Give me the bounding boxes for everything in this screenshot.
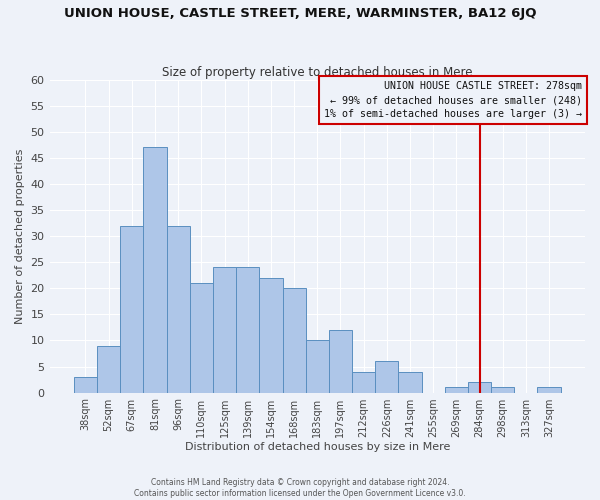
Bar (329, 330, 352, 392)
Bar (352, 372, 375, 392)
Bar (143, 148, 167, 392)
Bar (167, 226, 190, 392)
Bar (468, 382, 491, 392)
Bar (305, 340, 329, 392)
Text: Contains HM Land Registry data © Crown copyright and database right 2024.
Contai: Contains HM Land Registry data © Crown c… (134, 478, 466, 498)
Bar (236, 268, 259, 392)
Y-axis label: Number of detached properties: Number of detached properties (15, 148, 25, 324)
Bar (259, 278, 283, 392)
Text: UNION HOUSE CASTLE STREET: 278sqm
← 99% of detached houses are smaller (248)
1% : UNION HOUSE CASTLE STREET: 278sqm ← 99% … (325, 81, 583, 119)
Title: Size of property relative to detached houses in Mere: Size of property relative to detached ho… (162, 66, 473, 78)
X-axis label: Distribution of detached houses by size in Mere: Distribution of detached houses by size … (185, 442, 450, 452)
Bar (97, 346, 120, 393)
Bar (375, 362, 398, 392)
Bar (74, 377, 97, 392)
Bar (445, 388, 468, 392)
Bar (120, 226, 143, 392)
Bar (398, 372, 422, 392)
Bar (538, 388, 560, 392)
Text: UNION HOUSE, CASTLE STREET, MERE, WARMINSTER, BA12 6JQ: UNION HOUSE, CASTLE STREET, MERE, WARMIN… (64, 8, 536, 20)
Bar (283, 288, 305, 393)
Bar (213, 268, 236, 392)
Bar (491, 388, 514, 392)
Bar (190, 283, 213, 393)
